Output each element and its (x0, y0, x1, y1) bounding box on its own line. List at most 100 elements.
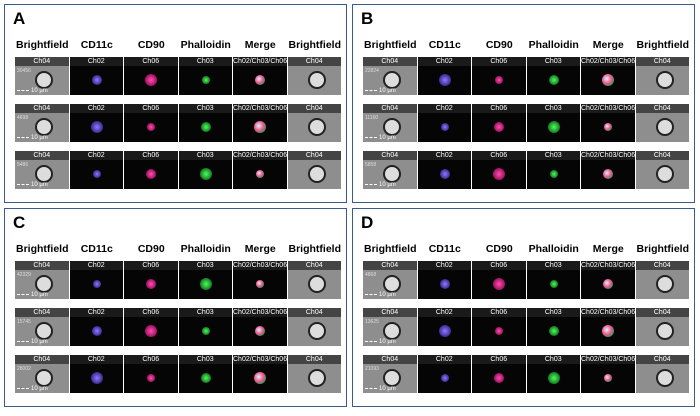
cell-image (255, 326, 265, 336)
image-cell: Ch02/Ch03/Ch06 (581, 57, 635, 95)
scale-bar: 10 µm (365, 88, 396, 94)
image-cell: Ch02/Ch03/Ch06 (581, 355, 635, 393)
image-cell: Ch04 15745 10 µm (15, 308, 69, 346)
image-cell: Ch06 (124, 151, 178, 189)
image-cell: Ch02 (417, 308, 471, 346)
cell-image (440, 123, 449, 131)
column-header: Brightfield (364, 243, 417, 255)
cell-image (494, 373, 504, 383)
column-header: CD90 (137, 243, 165, 255)
cell-image (307, 165, 326, 183)
image-cell: Ch06 (472, 261, 526, 299)
channel-label: Ch06 (472, 308, 526, 317)
cell-image (146, 279, 156, 289)
image-cell: Ch03 (178, 355, 232, 393)
image-cell: Ch06 (124, 355, 178, 393)
cell-image (90, 372, 103, 384)
channel-label: Ch03 (526, 151, 580, 160)
cell-image (146, 169, 156, 179)
cell-image (201, 76, 210, 84)
image-cell: Ch02 (69, 261, 123, 299)
image-cell: Ch04 11160 10 µm (363, 104, 417, 142)
image-cell: Ch03 (526, 308, 580, 346)
image-cell: Ch06 (124, 57, 178, 95)
cell-image (549, 170, 558, 178)
cell-image (655, 118, 674, 136)
cell-image (254, 121, 266, 133)
channel-label: Ch02/Ch03/Ch06 (581, 308, 635, 317)
cell-image (383, 322, 401, 340)
panel-label: A (13, 9, 26, 28)
channel-label: Ch04 (363, 261, 417, 270)
channel-label: Ch04 (287, 151, 341, 160)
image-cell: Ch04 (287, 261, 341, 299)
image-cell: Ch03 (178, 308, 232, 346)
channel-label: Ch04 (363, 57, 417, 66)
event-id: 42329 (17, 272, 31, 278)
image-cell: Ch03 (178, 151, 232, 189)
cell-image (383, 71, 401, 89)
cell-image (256, 170, 264, 178)
image-cell: Ch04 5858 10 µm (363, 151, 417, 189)
channel-label: Ch04 (363, 104, 417, 113)
cell-image (145, 325, 157, 337)
scale-bar: 10 µm (17, 182, 48, 188)
image-cell: Ch02/Ch03/Ch06 (233, 104, 287, 142)
cell-image (35, 71, 53, 89)
column-header: Brightfield (288, 243, 342, 255)
event-id: 5486 (17, 162, 29, 168)
cell-image (147, 123, 155, 131)
image-cell: Ch04 21093 10 µm (363, 355, 417, 393)
channel-label: Ch03 (526, 261, 580, 270)
cell-image (307, 275, 326, 293)
channel-label: Ch06 (124, 355, 178, 364)
cell-image (35, 322, 53, 340)
cell-image (145, 74, 157, 86)
cell-image (307, 118, 326, 136)
image-cell: Ch04 (287, 308, 341, 346)
event-id: 5858 (365, 162, 377, 168)
cell-image (201, 327, 210, 335)
cell-image (439, 169, 450, 179)
image-cell: Ch03 (526, 57, 580, 95)
image-cell: Ch02 (417, 57, 471, 95)
event-id: 30456 (17, 68, 31, 74)
column-header: Phalloidin (180, 39, 231, 51)
cell-image (655, 322, 674, 340)
channel-label: Ch02/Ch03/Ch06 (581, 151, 635, 160)
column-header: Merge (244, 39, 276, 51)
image-cell: Ch04 (635, 104, 689, 142)
image-cell: Ch04 4868 10 µm (363, 261, 417, 299)
channel-label: Ch02 (417, 355, 471, 364)
channel-label: Ch04 (635, 57, 689, 66)
cell-image (547, 372, 560, 384)
channel-label: Ch02 (417, 104, 471, 113)
scale-bar: 10 µm (365, 135, 396, 141)
channel-label: Ch02/Ch03/Ch06 (233, 104, 287, 113)
cell-image (493, 168, 505, 180)
column-header: CD11c (80, 243, 113, 255)
image-cell: Ch06 (472, 355, 526, 393)
image-cell: Ch06 (472, 104, 526, 142)
channel-label: Ch04 (287, 261, 341, 270)
column-header: CD90 (137, 39, 165, 51)
channel-label: Ch02 (417, 308, 471, 317)
image-cell: Ch04 (635, 355, 689, 393)
image-cell: Ch06 (472, 308, 526, 346)
cell-image (493, 278, 505, 290)
image-cell: Ch04 (287, 57, 341, 95)
channel-label: Ch04 (287, 104, 341, 113)
image-cell: Ch04 (635, 261, 689, 299)
image-cell: Ch02/Ch03/Ch06 (233, 261, 287, 299)
image-cell: Ch03 (178, 104, 232, 142)
channel-label: Ch04 (363, 151, 417, 160)
event-id: 15745 (17, 319, 31, 325)
image-cell: Ch06 (472, 151, 526, 189)
panel: C Brightfield CD11c CD90 Phalloidin Merge Brig… (4, 208, 347, 407)
channel-label: Ch02/Ch03/Ch06 (233, 57, 287, 66)
channel-label: Ch02/Ch03/Ch06 (233, 355, 287, 364)
cell-image (90, 121, 103, 133)
channel-label: Ch02/Ch03/Ch06 (581, 355, 635, 364)
cell-image (383, 118, 401, 136)
scale-bar: 10 µm (17, 135, 48, 141)
